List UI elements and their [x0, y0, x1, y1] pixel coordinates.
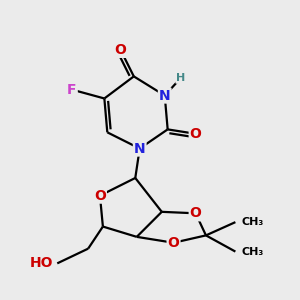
Text: O: O — [168, 236, 179, 250]
Text: CH₃: CH₃ — [241, 217, 263, 227]
Text: O: O — [190, 127, 202, 141]
Text: O: O — [94, 189, 106, 202]
Text: N: N — [134, 142, 146, 155]
Text: F: F — [67, 82, 77, 97]
Text: O: O — [190, 206, 202, 220]
Text: H: H — [176, 73, 185, 83]
Text: HO: HO — [29, 256, 53, 270]
Text: CH₃: CH₃ — [241, 247, 263, 256]
Text: O: O — [115, 43, 127, 57]
Text: N: N — [159, 88, 170, 103]
